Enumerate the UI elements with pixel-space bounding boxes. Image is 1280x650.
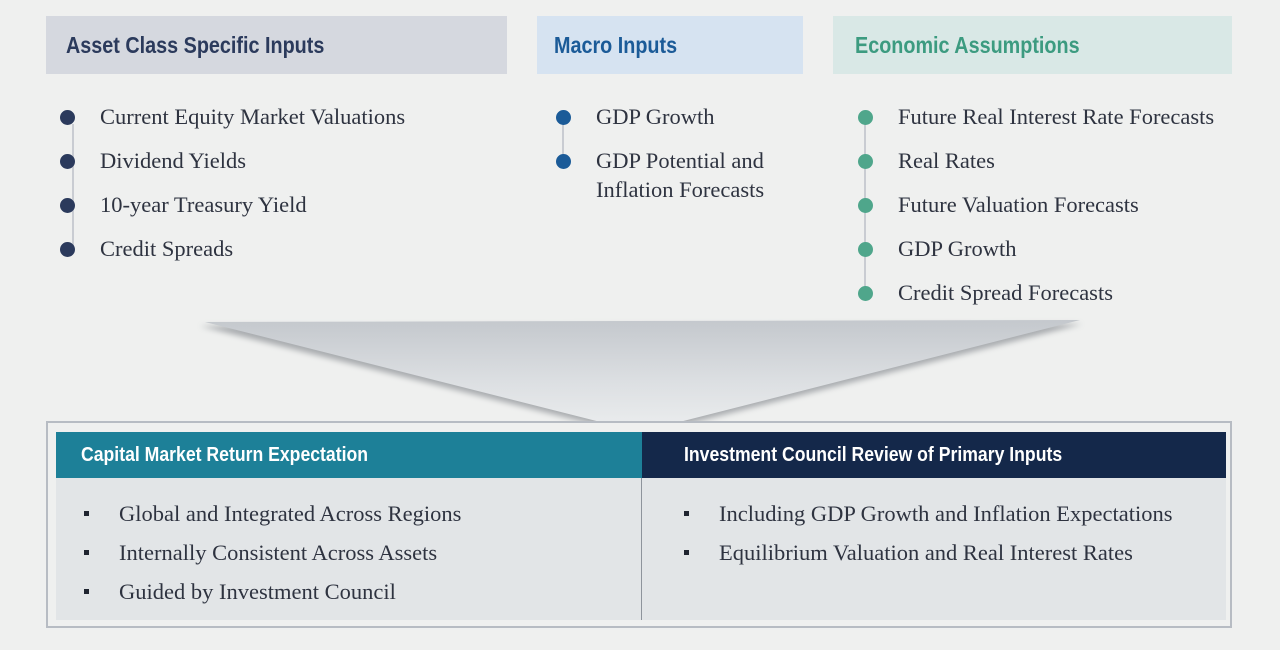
timeline-connector — [72, 124, 74, 248]
investment-council-list: Including GDP Growth and Inflation Expec… — [684, 494, 1172, 572]
list-item-label: Guided by Investment Council — [119, 579, 396, 604]
list-item-label: GDP Growth — [596, 104, 715, 129]
asset-class-inputs-title: Asset Class Specific Inputs — [66, 31, 325, 58]
list-item-label: Future Valuation Forecasts — [898, 192, 1139, 217]
list-item: Current Equity Market Valuations — [60, 102, 406, 131]
list-item-label: Including GDP Growth and Inflation Expec… — [719, 501, 1173, 526]
capital-market-list: Global and Integrated Across Regions Int… — [84, 494, 461, 611]
list-item: Equilibrium Valuation and Real Interest … — [684, 533, 1172, 572]
investment-council-body — [642, 478, 1226, 620]
list-item: Dividend Yields — [60, 146, 247, 175]
asset-class-inputs-header: Asset Class Specific Inputs — [46, 16, 507, 74]
list-item-label: Credit Spreads — [100, 236, 234, 261]
funnel-shape — [205, 320, 1080, 432]
list-item-label: Credit Spread Forecasts — [898, 280, 1113, 305]
list-item: Credit Spreads — [60, 234, 234, 263]
list-item: Guided by Investment Council — [84, 572, 461, 611]
list-item-label: Future Real Interest Rate Forecasts — [898, 104, 1215, 129]
bullet-dot-icon — [60, 154, 75, 169]
bullet-dot-icon — [60, 198, 75, 213]
list-item: GDP Growth — [858, 234, 1017, 263]
square-bullet-icon — [684, 550, 689, 555]
bullet-dot-icon — [60, 242, 75, 257]
list-item-label: Global and Integrated Across Regions — [119, 501, 462, 526]
list-item-continuation: Inflation Forecasts — [562, 175, 764, 204]
list-item-label: Dividend Yields — [100, 148, 247, 173]
list-item: Future Valuation Forecasts — [858, 190, 1139, 219]
square-bullet-icon — [84, 550, 89, 555]
list-item: Credit Spread Forecasts — [858, 278, 1113, 307]
list-item: Future Real Interest Rate Forecasts — [858, 102, 1215, 131]
timeline-connector — [562, 124, 564, 164]
capital-market-body — [56, 478, 641, 620]
capital-market-header: Capital Market Return Expectation — [56, 432, 642, 478]
list-item: Real Rates — [858, 146, 995, 175]
list-item-label: Current Equity Market Valuations — [100, 104, 406, 129]
output-panel: Capital Market Return Expectation Invest… — [46, 421, 1232, 628]
bullet-dot-icon — [60, 110, 75, 125]
bullet-dot-icon — [858, 110, 873, 125]
square-bullet-icon — [684, 511, 689, 516]
economic-assumptions-title: Economic Assumptions — [855, 31, 1080, 58]
list-item: Global and Integrated Across Regions — [84, 494, 461, 533]
bullet-dot-icon — [556, 110, 571, 125]
list-item-label: GDP Growth — [898, 236, 1017, 261]
list-item-label: 10-year Treasury Yield — [100, 192, 307, 217]
list-item: Including GDP Growth and Inflation Expec… — [684, 494, 1172, 533]
capital-market-title: Capital Market Return Expectation — [81, 443, 369, 466]
bullet-dot-icon — [858, 154, 873, 169]
economic-assumptions-header: Economic Assumptions — [833, 16, 1232, 74]
investment-council-header: Investment Council Review of Primary Inp… — [642, 432, 1226, 478]
macro-inputs-title: Macro Inputs — [554, 31, 678, 58]
list-item: 10-year Treasury Yield — [60, 190, 307, 219]
bullet-dot-icon — [858, 198, 873, 213]
list-item-label: Inflation Forecasts — [596, 177, 765, 202]
bullet-dot-icon — [858, 286, 873, 301]
bullet-dot-icon — [858, 242, 873, 257]
list-item: Internally Consistent Across Assets — [84, 533, 461, 572]
square-bullet-icon — [84, 589, 89, 594]
list-item-label: GDP Potential and — [596, 148, 764, 173]
list-item-label: Equilibrium Valuation and Real Interest … — [719, 540, 1133, 565]
list-item-label: Real Rates — [898, 148, 995, 173]
list-item: GDP Growth — [556, 102, 715, 131]
macro-inputs-header: Macro Inputs — [537, 16, 803, 74]
list-item-label: Internally Consistent Across Assets — [119, 540, 438, 565]
investment-council-title: Investment Council Review of Primary Inp… — [684, 443, 1063, 466]
list-item: GDP Potential and — [556, 146, 764, 175]
square-bullet-icon — [84, 511, 89, 516]
bullet-dot-icon — [556, 154, 571, 169]
panel-divider — [641, 478, 642, 620]
